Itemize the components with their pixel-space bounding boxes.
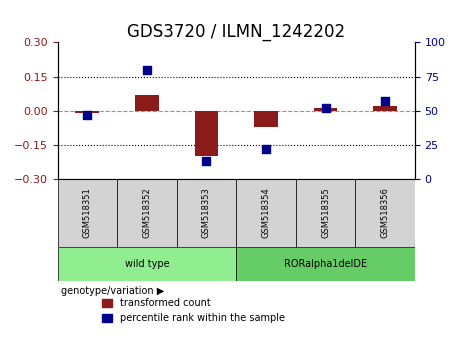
Point [203,158,210,164]
FancyBboxPatch shape [58,247,236,281]
FancyBboxPatch shape [355,179,415,247]
Bar [254,110,278,126]
Text: RORalpha1delDE: RORalpha1delDE [284,259,367,269]
FancyBboxPatch shape [177,179,236,247]
Text: GSM518351: GSM518351 [83,188,92,238]
Bar [195,110,219,156]
Point [143,67,151,73]
FancyBboxPatch shape [117,179,177,247]
Bar [313,108,337,110]
Bar [135,95,159,110]
Text: GSM518356: GSM518356 [381,187,390,238]
FancyBboxPatch shape [236,179,296,247]
Point [381,98,389,104]
Title: GDS3720 / ILMN_1242202: GDS3720 / ILMN_1242202 [127,23,345,41]
Point [322,105,329,111]
Text: genotype/variation ▶: genotype/variation ▶ [61,286,165,296]
FancyBboxPatch shape [236,247,415,281]
Legend: transformed count, percentile rank within the sample: transformed count, percentile rank withi… [98,295,289,327]
Point [262,146,270,152]
Text: wild type: wild type [124,259,169,269]
Bar [373,106,397,110]
Point [84,112,91,118]
Bar [76,110,99,113]
FancyBboxPatch shape [296,179,355,247]
Text: GSM518355: GSM518355 [321,188,330,238]
FancyBboxPatch shape [58,179,117,247]
Text: GSM518352: GSM518352 [142,188,152,238]
Text: GSM518354: GSM518354 [261,188,271,238]
Text: GSM518353: GSM518353 [202,187,211,238]
